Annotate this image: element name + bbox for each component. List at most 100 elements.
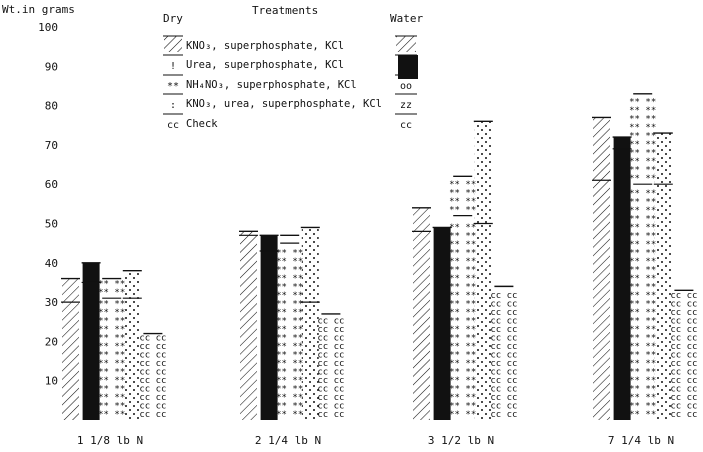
- bar-mix-water: [301, 227, 319, 303]
- bar-symbol: ** **: [276, 368, 303, 378]
- bar-symbol: ** **: [98, 325, 125, 335]
- bar-group-urea: [612, 136, 632, 420]
- bar-symbol: ** **: [98, 317, 125, 327]
- bar-symbol: ** **: [629, 132, 656, 142]
- bar-symbol: ** **: [98, 402, 125, 412]
- bar-group-mix: [653, 132, 673, 420]
- legend-label: Urea, superphosphate, KCl: [186, 59, 344, 71]
- bar-symbol: cc cc: [139, 351, 166, 361]
- bar-symbol: ** **: [629, 325, 656, 335]
- bar-symbol: ** **: [629, 368, 656, 378]
- y-tick-label: 90: [45, 60, 58, 73]
- bar-symbol: ** **: [629, 359, 656, 369]
- bar-symbol: ** **: [449, 334, 476, 344]
- bar-symbol: ** **: [276, 410, 303, 420]
- bar-symbol: ** **: [449, 291, 476, 301]
- bar-kno3-water: [593, 117, 610, 181]
- bar-mix-water: [474, 121, 492, 224]
- bar-symbol: cc cc: [670, 317, 697, 327]
- bar-symbol: ** **: [449, 402, 476, 412]
- bar-symbol: ** **: [449, 308, 476, 318]
- bar-mix-dry: [301, 302, 319, 420]
- bar-symbol: ** **: [276, 283, 303, 293]
- bar-symbol: cc cc: [317, 376, 344, 386]
- bar-group-kno3: [239, 230, 258, 420]
- bar-symbol: ** **: [629, 115, 656, 125]
- bar-mix-dry: [474, 223, 492, 420]
- bar-symbol: ** **: [629, 249, 656, 259]
- bar-symbol: ** **: [629, 106, 656, 116]
- bar-symbol: ** **: [449, 206, 476, 216]
- y-tick-label: 30: [45, 296, 58, 309]
- bar-group-nh4no3: ** **** **** **** **** **** **** **** **…: [276, 234, 303, 420]
- bar-symbol: ** **: [629, 342, 656, 352]
- bar-nh4no3-water: [281, 235, 298, 243]
- bar-symbol: ** **: [449, 266, 476, 276]
- bar-symbol: ** **: [98, 334, 125, 344]
- bar-kno3-dry: [413, 231, 430, 420]
- bar-symbol: ** **: [276, 334, 303, 344]
- bar-symbol: cc cc: [670, 325, 697, 335]
- bar-symbol: cc cc: [490, 300, 517, 310]
- bar-symbol: ** **: [629, 123, 656, 133]
- bar-symbol: cc cc: [317, 359, 344, 369]
- y-tick-labels: 10 20 30 40 50 60 70 80 90 100: [38, 21, 58, 388]
- y-axis-label: Wt.in grams: [2, 3, 75, 16]
- bar-kno3-dry: [240, 235, 257, 420]
- legend-label: Check: [186, 118, 218, 130]
- bar-symbol: ** **: [629, 376, 656, 386]
- bar-symbol: ** **: [449, 385, 476, 395]
- bar-symbol: ** **: [629, 232, 656, 242]
- bar-mix-dry: [123, 298, 141, 420]
- bar-symbol: cc cc: [317, 402, 344, 412]
- bar-symbol: cc cc: [490, 385, 517, 395]
- bar-symbol: cc cc: [139, 334, 166, 344]
- bar-kno3-water: [413, 207, 430, 232]
- bar-symbol: ** **: [629, 410, 656, 420]
- bar-kno3-dry: [62, 302, 79, 420]
- legend-water-swatch: [396, 36, 416, 52]
- bar-symbol: ** **: [98, 410, 125, 420]
- bar-symbol: ** **: [276, 249, 303, 259]
- legend: Dry Treatments Water KNO₃, superphosphat…: [163, 4, 423, 131]
- bar-symbol: ** **: [629, 300, 656, 310]
- bar-group-urea: [432, 226, 452, 420]
- bar-symbol: ** **: [98, 308, 125, 318]
- bar-symbol: ** **: [449, 351, 476, 361]
- bar-symbol: ** **: [449, 249, 476, 259]
- bar-symbol: ** **: [276, 308, 303, 318]
- bar-symbol: ** **: [629, 98, 656, 108]
- bar-symbol: ** **: [629, 166, 656, 176]
- bar-symbol: cc cc: [490, 351, 517, 361]
- legend-swatch: :: [170, 100, 176, 111]
- bar-symbol: cc cc: [317, 368, 344, 378]
- bar-symbol: ** **: [629, 351, 656, 361]
- bar-symbol: cc cc: [670, 410, 697, 420]
- y-tick-label: 80: [45, 100, 58, 113]
- bar-urea-water: [82, 262, 100, 283]
- bar-symbol: ** **: [449, 274, 476, 284]
- bar-symbol: ** **: [629, 206, 656, 216]
- bar-symbol: ** **: [276, 325, 303, 335]
- bar-group-nh4no3: ** **** **** **** **** **** **** **** **…: [98, 277, 125, 420]
- bar-symbol: ** **: [449, 283, 476, 293]
- bar-symbol: cc cc: [490, 368, 517, 378]
- bar-symbol: ** **: [276, 266, 303, 276]
- bar-symbol: ** **: [276, 385, 303, 395]
- bar-symbol: cc cc: [139, 376, 166, 386]
- bar-group-nh4no3: ** **** **** **** **** **** **** **** **…: [449, 175, 476, 420]
- bar-symbol: cc cc: [490, 410, 517, 420]
- bar-symbol: cc cc: [490, 402, 517, 412]
- bar-symbol: ** **: [449, 232, 476, 242]
- bar-symbol: ** **: [449, 223, 476, 233]
- bar-symbol: ** **: [276, 359, 303, 369]
- bar-group-kno3: [61, 277, 80, 420]
- bar-mix-water: [654, 133, 672, 185]
- bar-symbol: ** **: [276, 351, 303, 361]
- bar-symbol: ** **: [98, 368, 125, 378]
- x-tick-labels: 1 1/8 lb N 2 1/4 lb N 3 1/2 lb N 7 1/4 lb N: [77, 434, 674, 447]
- bar-symbol: cc cc: [670, 393, 697, 403]
- bar-symbol: ** **: [449, 257, 476, 267]
